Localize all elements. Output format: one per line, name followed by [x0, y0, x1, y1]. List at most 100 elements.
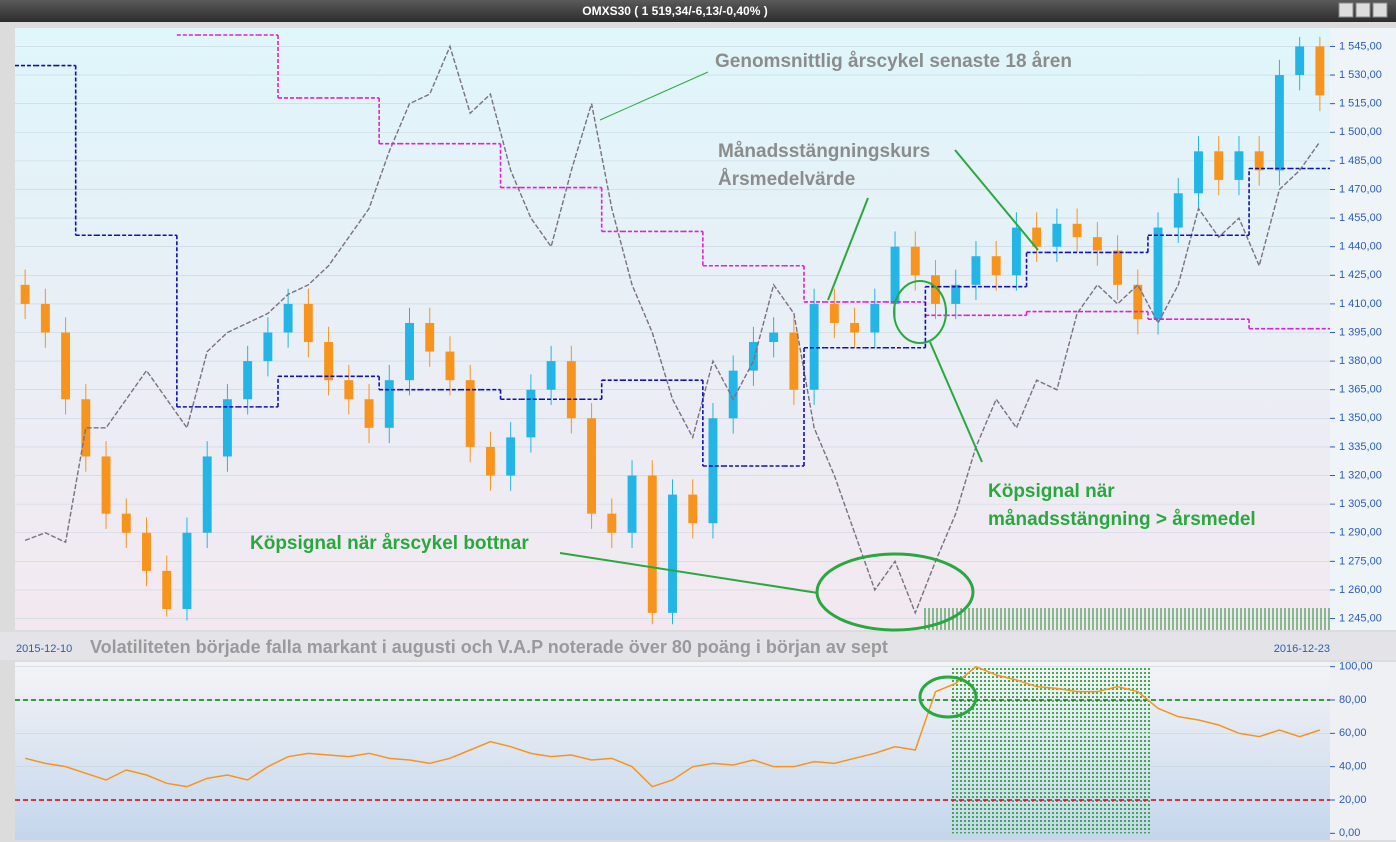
y-tick-label: 1 245,00	[1339, 612, 1382, 624]
annotation-shapes	[559, 71, 1039, 719]
close-button[interactable]	[1372, 2, 1388, 18]
candle-body	[566, 361, 576, 419]
candle-body	[20, 284, 30, 304]
y-tick-label: 1 290,00	[1339, 527, 1382, 539]
candle-body	[40, 303, 50, 333]
candle-body	[425, 322, 435, 352]
candle-body	[263, 332, 273, 362]
date-bar	[0, 632, 1396, 660]
candle-body	[627, 475, 637, 533]
candle-body	[748, 342, 758, 371]
y-tick-label: 60,00	[1339, 727, 1367, 739]
y-tick-label: 1 470,00	[1339, 183, 1382, 195]
minimize-button[interactable]	[1338, 2, 1354, 18]
price-axis-area	[1330, 28, 1396, 630]
candle-body	[202, 456, 212, 533]
y-tick-label: 1 335,00	[1339, 441, 1382, 453]
y-tick-label: 1 530,00	[1339, 69, 1382, 81]
candle-body	[1153, 227, 1163, 320]
y-tick-label: 1 395,00	[1339, 326, 1382, 338]
candle-body	[1052, 223, 1062, 247]
candle-body	[324, 342, 334, 381]
candle-body	[668, 494, 677, 613]
y-tick-label: 1 320,00	[1339, 469, 1382, 481]
y-tick-label: 1 410,00	[1339, 298, 1382, 310]
candle-body	[1315, 46, 1325, 96]
candle-body	[182, 532, 192, 610]
candle-body	[587, 418, 597, 514]
candle-body	[243, 361, 253, 400]
window-title: OMXS30 ( 1 519,34/-6,13/-0,40% )	[582, 4, 767, 18]
candle-body	[546, 361, 556, 390]
candle-body	[283, 303, 293, 333]
y-tick-label: 40,00	[1339, 761, 1367, 773]
candle-body	[991, 256, 1001, 276]
pointer	[599, 71, 709, 121]
candle-body	[344, 380, 354, 400]
y-tick-label: 1 500,00	[1339, 126, 1382, 138]
y-tick-label: 1 380,00	[1339, 355, 1382, 367]
y-tick-label: 1 350,00	[1339, 412, 1382, 424]
signal-zone	[950, 666, 1152, 834]
candle-body	[829, 303, 839, 323]
annotation: månadsstängning > årsmedel	[988, 509, 1256, 530]
y-tick-label: 1 455,00	[1339, 212, 1382, 224]
candle-body	[809, 303, 819, 390]
pointer	[954, 149, 1039, 251]
y-tick-label: 100,00	[1339, 661, 1373, 673]
candle-body	[607, 513, 617, 533]
pointer	[827, 197, 869, 301]
y-tick-label: 1 440,00	[1339, 241, 1382, 253]
candle-body	[870, 303, 880, 333]
y-tick-label: 1 305,00	[1339, 498, 1382, 510]
candle-body	[1011, 227, 1021, 276]
candle-body	[1214, 151, 1224, 180]
candle-body	[101, 456, 111, 514]
candle-body	[647, 475, 657, 613]
volatility-line	[24, 665, 1321, 788]
y-tick-label: 0,00	[1339, 827, 1360, 839]
candle-body	[445, 351, 455, 381]
annotation: Årsmedelvärde	[718, 169, 855, 190]
annotation: Köpsignal när	[988, 481, 1115, 502]
plot: 1 245,00 1 260,00 1 275,00 1 290,00 1 305,00…	[15, 34, 1382, 839]
candle-body	[81, 399, 91, 457]
candle-body	[1194, 151, 1203, 194]
y-tick-label: 1 485,00	[1339, 155, 1382, 167]
volatility-axis-area	[1330, 662, 1396, 840]
y-tick-label: 20,00	[1339, 794, 1367, 806]
candle-body	[1295, 46, 1305, 76]
candle-body	[485, 446, 495, 476]
y-tick-label: 1 365,00	[1339, 384, 1382, 396]
highlight-ellipse	[893, 280, 947, 344]
y-tick-label: 1 545,00	[1339, 40, 1382, 52]
candle-body	[364, 399, 374, 428]
annotation: Månadsstängningskurs	[718, 141, 930, 162]
candle-body	[384, 380, 394, 428]
annotation: Köpsignal när årscykel bottnar	[250, 533, 529, 554]
candle-body	[850, 322, 860, 333]
y-tick-label: 1 515,00	[1339, 98, 1382, 110]
candle-body	[162, 570, 172, 610]
candle-body	[1254, 151, 1264, 171]
candle-body	[526, 389, 536, 438]
annotation: Genomsnittlig årscykel senaste 18 åren	[715, 51, 1072, 72]
candle-body	[465, 380, 475, 447]
y-tick-label: 1 275,00	[1339, 555, 1382, 567]
candle-body	[971, 256, 981, 285]
y-tick-label: 80,00	[1339, 694, 1367, 706]
maximize-button[interactable]	[1355, 2, 1371, 18]
candle-body	[142, 532, 151, 571]
candle-body	[1173, 193, 1183, 228]
candle-body	[222, 399, 232, 457]
highlight-ellipse	[918, 675, 978, 719]
end-date: 2016-12-23	[1274, 643, 1330, 655]
candle-body	[890, 246, 900, 304]
pointer	[929, 341, 983, 463]
candle-body	[1092, 237, 1102, 251]
candle-body	[61, 332, 71, 400]
start-date: 2015-12-10	[16, 643, 72, 655]
candle-body	[1234, 151, 1244, 180]
